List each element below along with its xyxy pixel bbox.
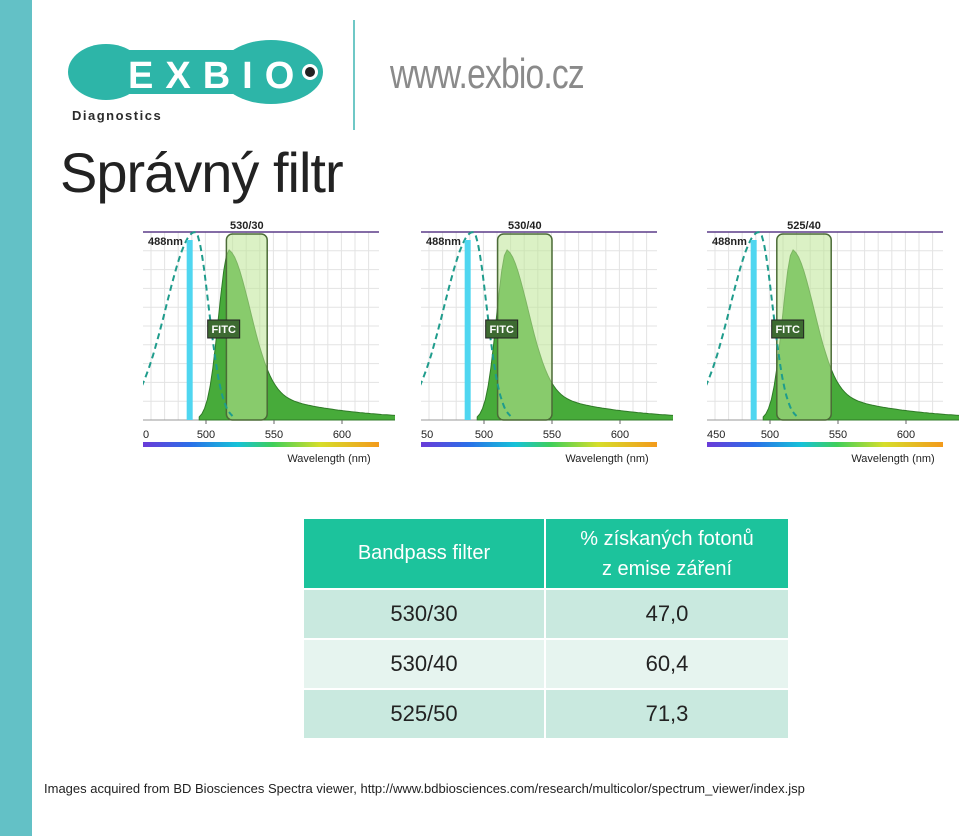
dye-label: FITC: [211, 324, 235, 336]
tick-label: 600: [611, 429, 629, 441]
tick-label: 50: [421, 429, 433, 441]
cell-percent: 47,0: [546, 590, 788, 638]
dye-label-box: [485, 319, 519, 339]
header-photon-percent-line1: % získaných fotonů: [580, 527, 754, 550]
table-row: 530/40 60,4: [304, 640, 788, 688]
tick-label: 500: [197, 429, 215, 441]
filter-table: Bandpass filter % získaných fotonů z emi…: [302, 517, 790, 740]
tick-label: 550: [543, 429, 561, 441]
exbio-logo: EXBIO Diagnostics: [66, 36, 326, 126]
laser-label: 488nm: [426, 236, 461, 248]
tick-label: 550: [829, 429, 847, 441]
wavelength-color-bar: [707, 442, 943, 447]
laser-line: [464, 240, 471, 420]
wavelength-color-bar: [421, 442, 657, 447]
cell-filter: 530/40: [304, 640, 544, 688]
table-row: 525/50 71,3: [304, 690, 788, 738]
excitation-spectrum: [421, 231, 512, 417]
cell-percent: 60,4: [546, 640, 788, 688]
logo-subtitle: Diagnostics: [72, 108, 162, 123]
laser-line: [186, 240, 193, 420]
laser-line: [750, 240, 757, 420]
table-header-row: Bandpass filter % získaných fotonů z emi…: [304, 519, 788, 588]
dye-label: FITC: [775, 324, 799, 336]
slide-title: Správný filtr: [60, 141, 344, 204]
wavelength-color-bar: [143, 442, 379, 447]
filter-label: 530/30: [230, 220, 264, 232]
spectrum-plot-2: 488nm 530/40 FITC 50 500 550 600 Wavelength (nm…: [421, 218, 673, 468]
header-url[interactable]: www.exbio.cz: [390, 50, 585, 97]
tick-label: 550: [265, 429, 283, 441]
excitation-spectrum: [143, 231, 234, 417]
cell-filter: 525/50: [304, 690, 544, 738]
tick-label: 500: [761, 429, 779, 441]
tick-label: 450: [707, 429, 725, 441]
dye-label-box: [207, 319, 241, 339]
header-bandpass-filter: Bandpass filter: [304, 519, 544, 588]
spectrum-plot-1: 488nm 530/30 FITC 0 500 550 600 Wavelength (nm): [143, 218, 395, 468]
laser-label: 488nm: [148, 236, 183, 248]
x-axis-label: Wavelength (nm): [287, 453, 370, 465]
header-photon-percent-line2: z emise záření: [601, 557, 733, 580]
header-photon-percent: % získaných fotonů z emise záření: [546, 519, 788, 588]
image-credit: Images acquired from BD Biosciences Spec…: [44, 781, 805, 796]
logo-wordmark: EXBIO: [128, 55, 306, 97]
tick-label: 600: [333, 429, 351, 441]
excitation-spectrum: [707, 231, 798, 417]
cell-percent: 71,3: [546, 690, 788, 738]
table-row: 530/30 47,0: [304, 590, 788, 638]
x-axis-label: Wavelength (nm): [851, 453, 934, 465]
header-divider: [353, 20, 355, 130]
dye-label: FITC: [489, 324, 513, 336]
cell-filter: 530/30: [304, 590, 544, 638]
spectrum-plot-3: 488nm 525/40 FITC 450 500 550 600 Wavelength (n…: [707, 218, 959, 468]
tick-label: 500: [475, 429, 493, 441]
laser-label: 488nm: [712, 236, 747, 248]
tick-label: 0: [143, 429, 149, 441]
dye-label-box: [771, 319, 805, 339]
filter-label: 525/40: [787, 220, 821, 232]
filter-label: 530/40: [508, 220, 542, 232]
x-axis-label: Wavelength (nm): [565, 453, 648, 465]
left-accent-bar: [0, 0, 32, 836]
tick-label: 600: [897, 429, 915, 441]
